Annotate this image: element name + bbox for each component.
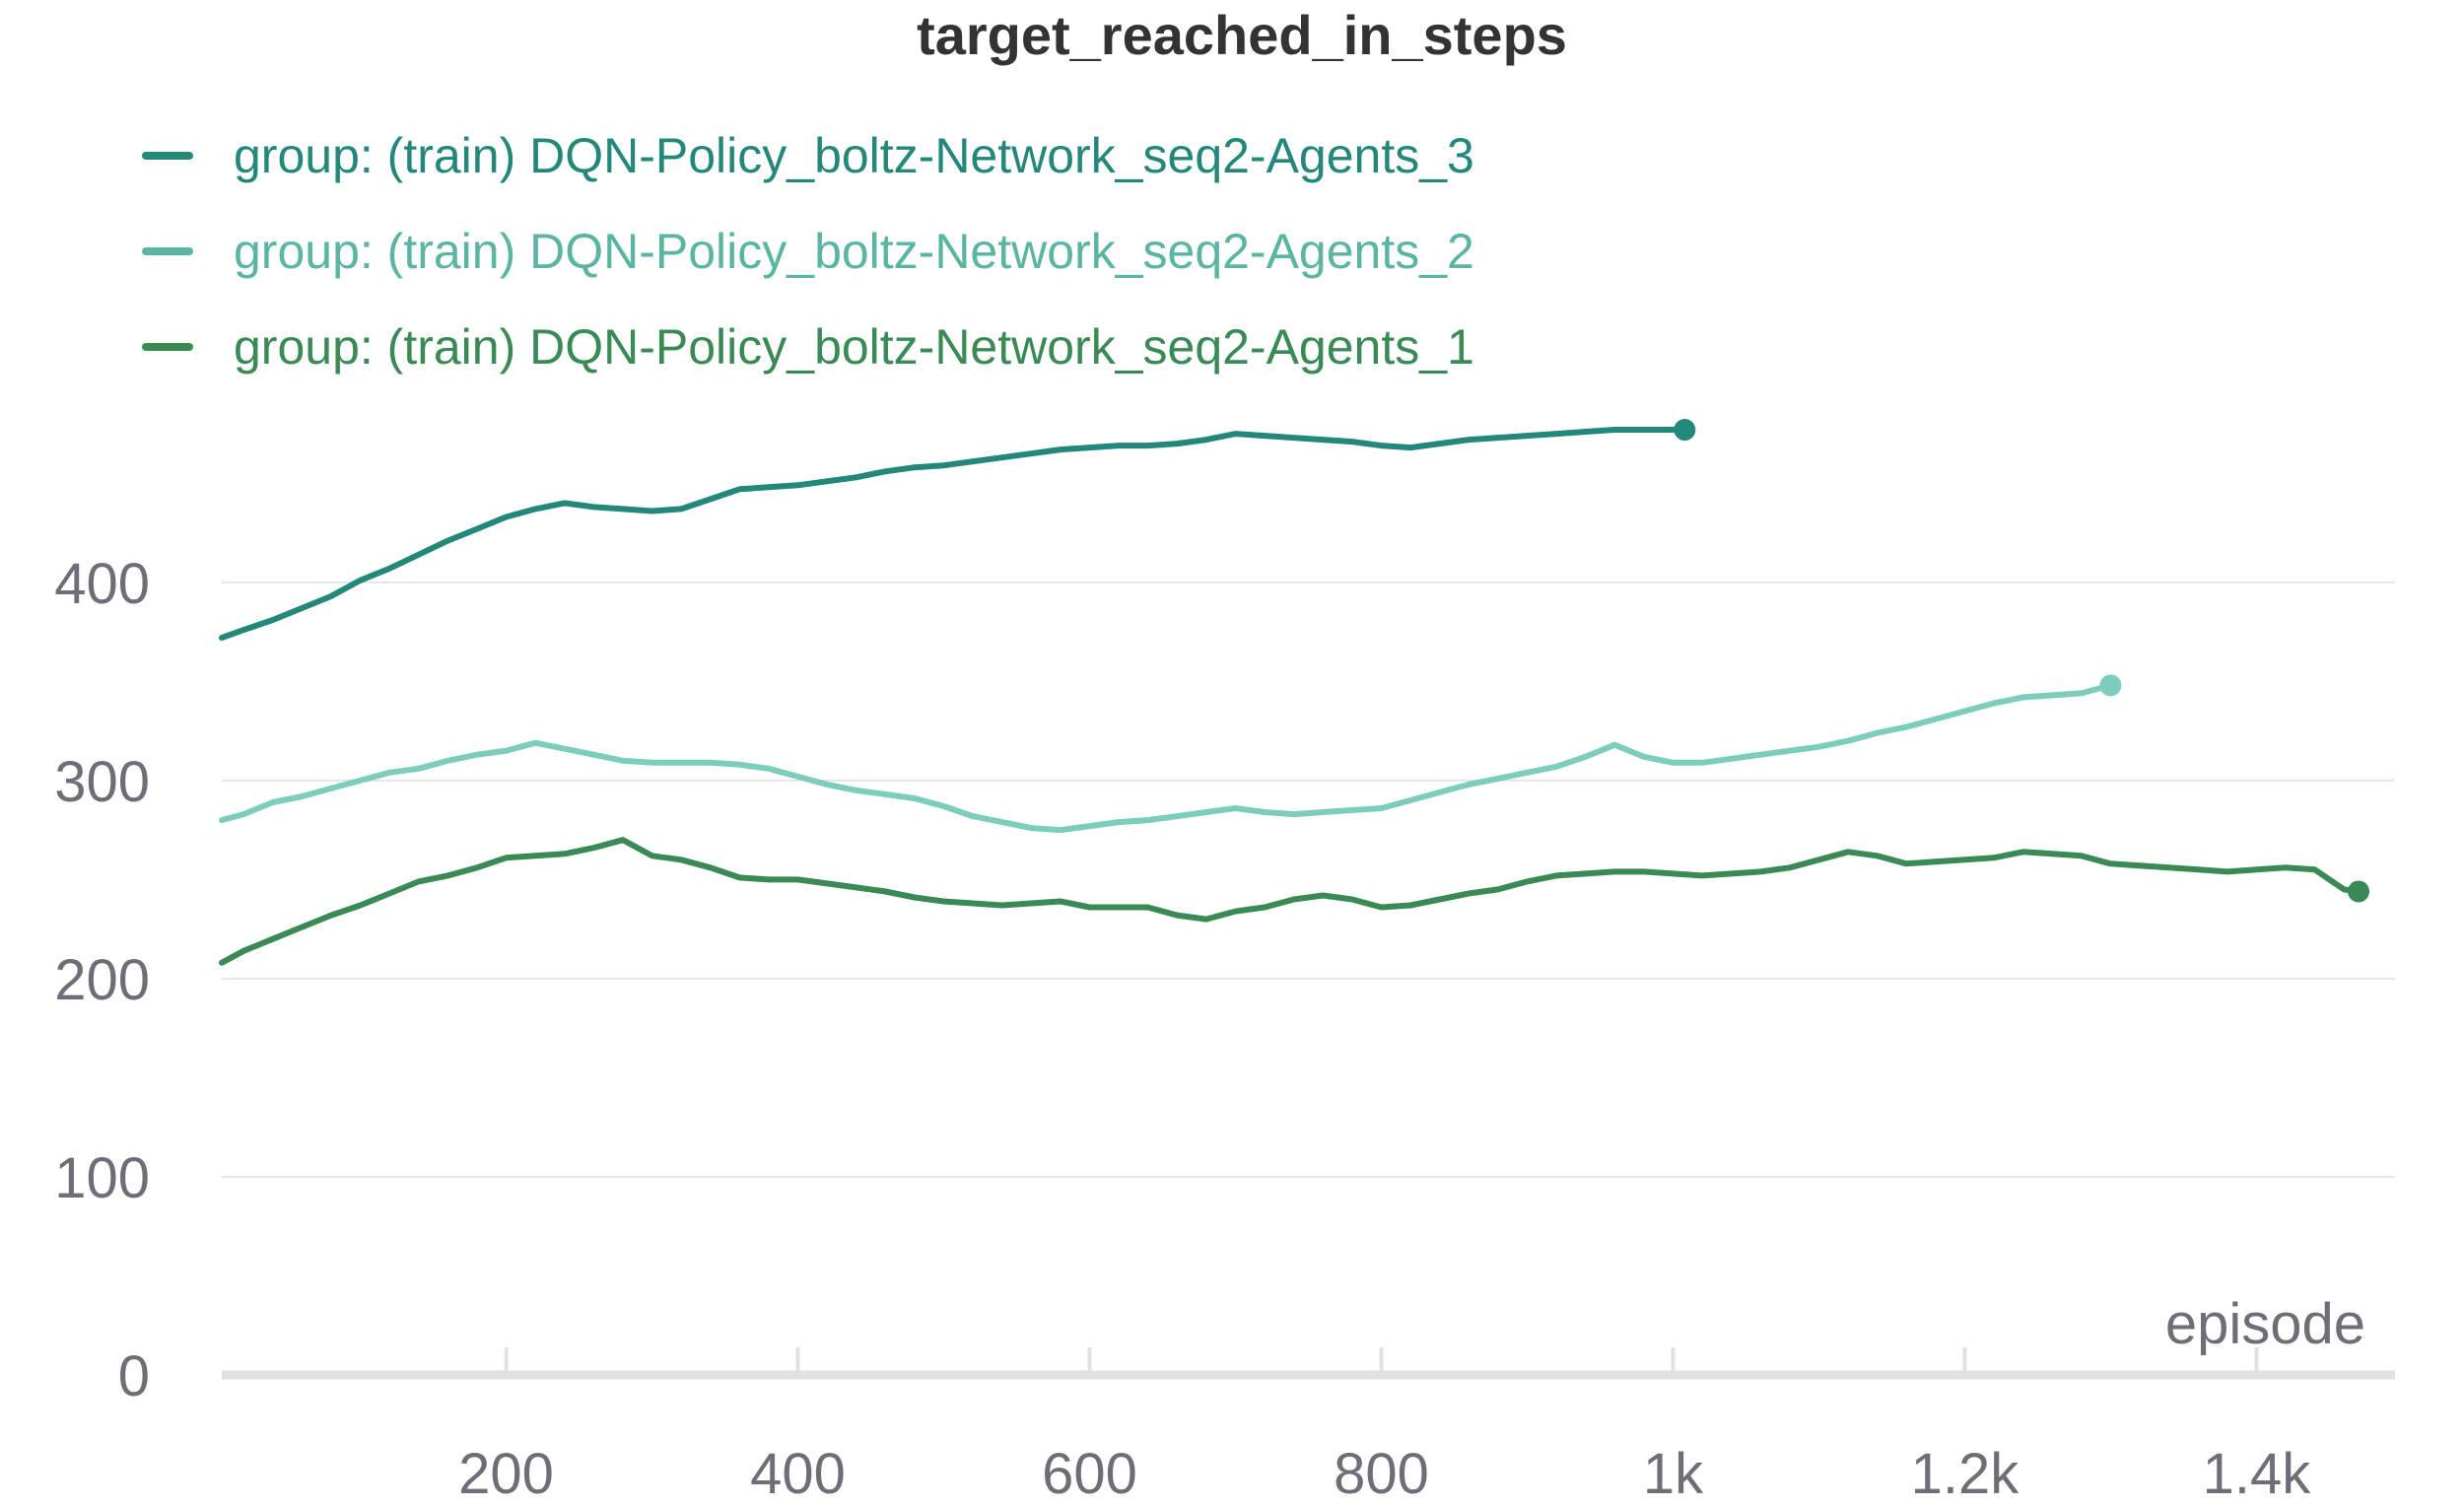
gridlines [222,581,2395,1178]
y-tick-label-0: 0 [118,1344,150,1408]
x-tick-label-1200: 1.2k [1911,1442,2020,1506]
series-end-marker-3 [2348,880,2370,903]
legend-label-agents-3: group: (train) DQN-Policy_boltz-Network_… [234,128,1474,183]
y-tick-label-100: 100 [54,1146,150,1210]
x-tick-label-200: 200 [458,1442,554,1506]
y-tick-label-200: 200 [54,948,150,1012]
plot-area [219,419,2370,966]
y-tick-label-300: 300 [54,750,150,814]
legend-item-agents-1[interactable]: group: (train) DQN-Policy_boltz-Network_… [142,319,1474,375]
x-axis: 200 400 600 800 1k 1.2k 1.4k [222,1347,2395,1506]
legend-item-agents-3[interactable]: group: (train) DQN-Policy_boltz-Network_… [142,128,1474,183]
legend[interactable]: group: (train) DQN-Policy_boltz-Network_… [142,128,1474,375]
x-tick-label-600: 600 [1042,1442,1137,1506]
legend-item-agents-2[interactable]: group: (train) DQN-Policy_boltz-Network_… [142,224,1474,279]
chart-title: target_reached_in_steps [917,4,1567,66]
legend-label-agents-2: group: (train) DQN-Policy_boltz-Network_… [234,224,1474,279]
y-axis: 0 100 200 300 400 [54,552,150,1408]
x-tick-label-1000: 1k [1643,1442,1704,1506]
y-tick-label-400: 400 [54,552,150,616]
series-end-marker-1 [1674,419,1696,442]
x-tick-label-1400: 1.4k [2203,1442,2312,1506]
x-tick-label-400: 400 [750,1442,846,1506]
series-end-marker-2 [2099,674,2122,697]
series-line-3 [219,837,2361,966]
x-axis-title: episode [2165,1292,2365,1356]
series-line-2 [219,682,2114,834]
legend-label-agents-1: group: (train) DQN-Policy_boltz-Network_… [234,319,1474,375]
series-line-1 [219,427,1688,642]
x-tick-label-800: 800 [1334,1442,1429,1506]
